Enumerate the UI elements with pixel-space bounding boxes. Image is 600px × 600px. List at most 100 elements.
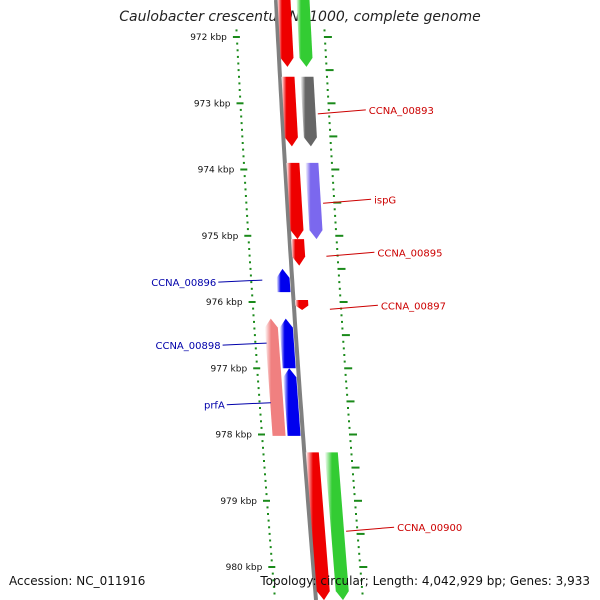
tick-mark bbox=[334, 228, 337, 231]
tick-mark bbox=[329, 128, 331, 131]
tick-mark bbox=[270, 559, 273, 562]
gene-label: CCNA_00897 bbox=[381, 301, 446, 312]
tick-mark bbox=[331, 168, 340, 171]
tick-label: 978 kbp bbox=[215, 431, 252, 441]
tick-mark bbox=[323, 36, 332, 38]
tick-mark bbox=[349, 433, 357, 436]
topology-text: Topology: circular; Length: 4,042,929 bp… bbox=[260, 574, 590, 588]
tick-mark bbox=[346, 400, 355, 403]
tick-mark bbox=[244, 195, 247, 197]
tick-mark bbox=[250, 281, 253, 284]
tick-mark bbox=[342, 347, 345, 350]
tick-mark bbox=[265, 493, 268, 496]
tick-mark bbox=[330, 161, 333, 164]
tick-mark bbox=[255, 360, 258, 363]
tick-mark bbox=[253, 334, 256, 337]
tick-mark bbox=[243, 175, 246, 178]
tick-mark bbox=[360, 585, 363, 588]
tick-mark bbox=[249, 261, 251, 264]
tick-mark bbox=[247, 241, 250, 244]
tick-mark bbox=[245, 201, 248, 204]
tick-mark bbox=[351, 460, 353, 462]
tick-mark bbox=[328, 122, 331, 125]
tick-mark bbox=[253, 327, 256, 330]
tick-mark bbox=[327, 102, 336, 105]
tick-mark bbox=[337, 274, 340, 277]
tick-mark bbox=[272, 579, 275, 582]
tick-mark bbox=[355, 513, 357, 515]
leader-line bbox=[329, 304, 378, 310]
tick-mark bbox=[262, 453, 265, 456]
tick-mark bbox=[339, 301, 348, 303]
tick-mark bbox=[236, 102, 244, 105]
tick-mark bbox=[337, 267, 346, 270]
tick-mark bbox=[249, 274, 252, 277]
tick-mark bbox=[325, 62, 328, 65]
tick-mark bbox=[263, 499, 270, 502]
tick-mark bbox=[343, 354, 346, 356]
gene-feature-gray bbox=[300, 76, 317, 147]
tick-mark bbox=[331, 175, 334, 178]
gene-feature-red bbox=[305, 452, 330, 600]
tick-mark bbox=[346, 393, 349, 396]
tick-mark bbox=[341, 327, 344, 330]
tick-mark bbox=[241, 128, 243, 131]
tick-mark bbox=[270, 552, 273, 555]
tick-mark bbox=[350, 453, 353, 456]
tick-mark bbox=[260, 426, 263, 429]
tick-mark bbox=[238, 75, 240, 78]
tick-mark bbox=[258, 433, 265, 436]
tick-mark bbox=[261, 440, 264, 443]
leader-line bbox=[218, 279, 263, 283]
tick-mark bbox=[254, 340, 257, 343]
tick-mark bbox=[326, 75, 328, 78]
tick-mark bbox=[334, 221, 337, 224]
tick-mark bbox=[343, 360, 346, 363]
gene-feature-green bbox=[324, 452, 349, 600]
tick-mark bbox=[246, 214, 249, 217]
tick-mark bbox=[342, 340, 345, 343]
tick-mark bbox=[334, 214, 337, 217]
tick-label: 972 kbp bbox=[190, 33, 227, 43]
tick-label: 974 kbp bbox=[198, 166, 235, 176]
tick-mark bbox=[239, 95, 242, 98]
gene-feature-purple bbox=[305, 162, 323, 240]
leader-line bbox=[326, 251, 375, 257]
tick-mark bbox=[361, 592, 364, 595]
tick-mark bbox=[236, 49, 239, 52]
tick-mark bbox=[325, 69, 334, 72]
tick-mark bbox=[352, 479, 355, 482]
gene-label: prfA bbox=[204, 401, 225, 412]
tick-mark bbox=[259, 413, 262, 416]
tick-mark bbox=[344, 367, 353, 370]
tick-mark bbox=[338, 281, 341, 284]
tick-mark bbox=[255, 354, 258, 356]
tick-mark bbox=[324, 42, 327, 45]
tick-mark bbox=[335, 234, 344, 237]
tick-mark bbox=[236, 55, 239, 58]
tick-mark bbox=[246, 228, 249, 231]
tick-mark bbox=[332, 181, 335, 184]
accession-text: Accession: NC_011916 bbox=[9, 574, 146, 588]
tick-mark bbox=[333, 208, 336, 211]
tick-mark bbox=[239, 108, 242, 111]
gene-label: CCNA_00895 bbox=[377, 248, 442, 259]
tick-mark bbox=[329, 135, 338, 138]
tick-mark bbox=[267, 513, 269, 515]
tick-mark bbox=[358, 552, 361, 555]
gene-label: ispG bbox=[374, 195, 396, 206]
tick-label: 979 kbp bbox=[220, 497, 257, 507]
gene-feature-red bbox=[286, 162, 304, 240]
gene-label: CCNA_00893 bbox=[369, 106, 434, 117]
tick-mark bbox=[324, 49, 327, 52]
tick-mark bbox=[253, 320, 255, 323]
tick-mark bbox=[251, 294, 254, 297]
tick-mark bbox=[359, 572, 362, 575]
tick-mark bbox=[236, 42, 239, 45]
tick-mark bbox=[265, 486, 267, 489]
tick-mark bbox=[260, 420, 262, 423]
tick-mark bbox=[353, 486, 355, 489]
tick-mark bbox=[258, 400, 261, 403]
